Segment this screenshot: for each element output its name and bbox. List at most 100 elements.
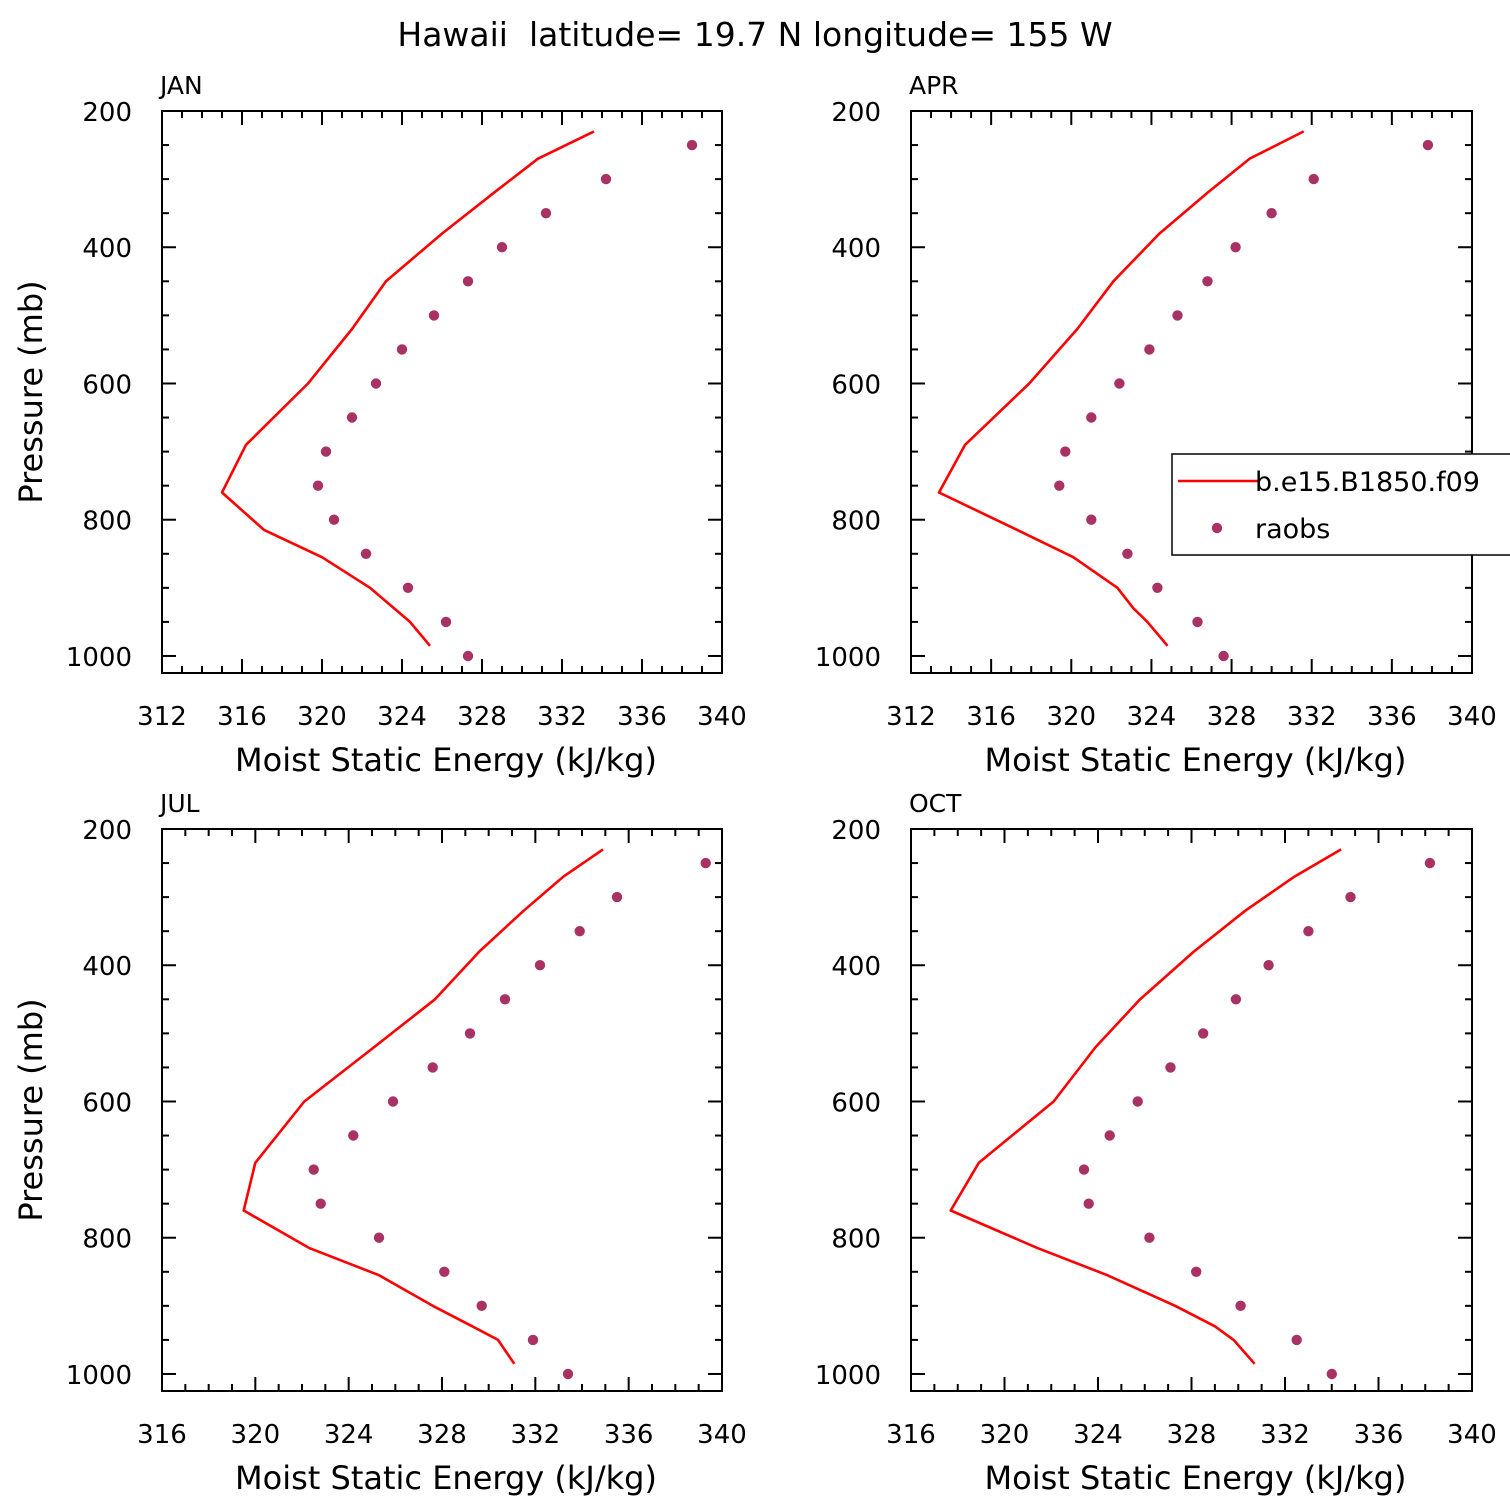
raobs-point — [427, 1062, 438, 1073]
data-area — [242, 848, 711, 1380]
x-tick-label: 320 — [297, 702, 347, 732]
panel-label: JUL — [158, 789, 200, 818]
raobs-point — [1326, 1368, 1338, 1380]
raobs-point — [1266, 208, 1277, 219]
x-tick-label: 328 — [1167, 1420, 1217, 1450]
y-tick-label: 200 — [831, 816, 881, 846]
x-tick-label: 316 — [137, 1420, 187, 1450]
legend: b.e15.B1850.f09 raobs — [1171, 453, 1510, 556]
y-tick-label: 600 — [82, 1088, 132, 1118]
raobs-point — [1152, 582, 1163, 593]
y-tick-label: 800 — [82, 1225, 132, 1255]
x-tick-label: 340 — [697, 702, 747, 732]
model-line — [242, 848, 604, 1365]
raobs-point — [1198, 1028, 1209, 1039]
raobs-point — [1054, 480, 1065, 491]
legend-dot-swatch — [1211, 522, 1223, 534]
raobs-point — [1104, 1130, 1115, 1141]
raobs-point — [1078, 1164, 1090, 1175]
y-tick-label: 400 — [831, 952, 881, 982]
x-tick-label: 328 — [457, 702, 507, 732]
raobs-point — [1291, 1334, 1302, 1346]
raobs-point — [574, 926, 585, 937]
data-area — [937, 130, 1434, 662]
y-tick-label: 1000 — [66, 1361, 132, 1391]
raobs-point — [1172, 310, 1183, 321]
y-tick-label: 600 — [831, 1088, 881, 1118]
y-tick-label: 400 — [82, 234, 132, 264]
raobs-point — [600, 173, 612, 185]
raobs-point — [534, 960, 546, 971]
y-tick-label: 600 — [831, 370, 881, 400]
y-tick-label: 400 — [82, 952, 132, 982]
raobs-point — [428, 310, 440, 321]
panel-label: OCT — [909, 789, 962, 818]
raobs-point — [440, 616, 452, 628]
y-tick-label: 600 — [82, 370, 132, 400]
x-tick-label: 324 — [1127, 702, 1177, 732]
raobs-point — [1122, 548, 1133, 559]
raobs-point — [462, 650, 474, 662]
raobs-point — [1422, 139, 1434, 151]
raobs-point — [1202, 276, 1213, 287]
raobs-point — [1230, 242, 1241, 253]
raobs-point — [346, 412, 358, 423]
y-axis-label: Pressure (mb) — [12, 280, 50, 503]
raobs-point — [1165, 1062, 1176, 1073]
y-tick-label: 800 — [82, 507, 132, 537]
y-tick-label: 1000 — [66, 643, 132, 673]
plot-frame — [161, 110, 723, 674]
x-tick-label: 336 — [604, 1420, 654, 1450]
figure-title: Hawaii latitude= 19.7 N longitude= 155 W — [397, 15, 1112, 54]
raobs-point — [1235, 1300, 1246, 1312]
x-tick-label: 324 — [324, 1420, 374, 1450]
raobs-point — [1192, 616, 1203, 628]
raobs-point — [387, 1096, 399, 1107]
legend-label-model: b.e15.B1850.f09 — [1255, 467, 1480, 498]
x-tick-label: 340 — [1447, 1420, 1497, 1450]
panels: JAN 312 316 320 324 328 332 336 340 200 400 600 800 1… — [12, 71, 1510, 1497]
raobs-point — [464, 1028, 476, 1039]
raobs-point — [360, 548, 372, 559]
data-area — [220, 130, 698, 662]
x-tick-label: 324 — [1073, 1420, 1123, 1450]
legend-box — [1171, 453, 1510, 556]
legend-label-raobs: raobs — [1255, 514, 1330, 545]
x-tick-label: 340 — [697, 1420, 747, 1450]
raobs-point — [700, 857, 711, 869]
panel-label: APR — [909, 71, 959, 100]
y-tick-label: 400 — [831, 234, 881, 264]
raobs-point — [496, 242, 508, 253]
y-tick-label: 200 — [831, 98, 881, 128]
raobs-point — [1218, 650, 1229, 662]
raobs-point — [686, 139, 698, 151]
panel-jan: JAN 312 316 320 324 328 332 336 340 200 400 600 800 1… — [12, 71, 747, 779]
raobs-point — [1345, 891, 1356, 903]
raobs-point — [1308, 173, 1319, 185]
model-line — [937, 130, 1305, 647]
raobs-point — [320, 446, 332, 457]
raobs-point — [540, 208, 552, 219]
raobs-point — [611, 891, 623, 903]
raobs-point — [1230, 994, 1242, 1005]
raobs-point — [499, 994, 511, 1005]
x-tick-label: 320 — [231, 1420, 281, 1450]
raobs-point — [315, 1198, 326, 1209]
raobs-point — [1303, 926, 1314, 937]
x-tick-label: 328 — [1207, 702, 1257, 732]
x-tick-label: 336 — [617, 702, 667, 732]
raobs-point — [1114, 378, 1125, 389]
plot-frame — [910, 828, 1473, 1392]
raobs-point — [1083, 1198, 1094, 1209]
x-tick-label: 332 — [537, 702, 587, 732]
raobs-point — [439, 1266, 450, 1278]
panel-apr: APR 312 316 320 324 328 332 336 340 200 400 600 800 1… — [815, 71, 1497, 779]
model-line — [220, 130, 595, 647]
x-tick-label: 332 — [1260, 1420, 1310, 1450]
raobs-point — [1263, 960, 1274, 971]
x-tick-label: 316 — [886, 1420, 936, 1450]
raobs-point — [373, 1232, 385, 1243]
y-tick-label: 200 — [82, 98, 132, 128]
x-axis-label: Moist Static Energy (kJ/kg) — [235, 1459, 657, 1497]
raobs-point — [1086, 412, 1097, 423]
